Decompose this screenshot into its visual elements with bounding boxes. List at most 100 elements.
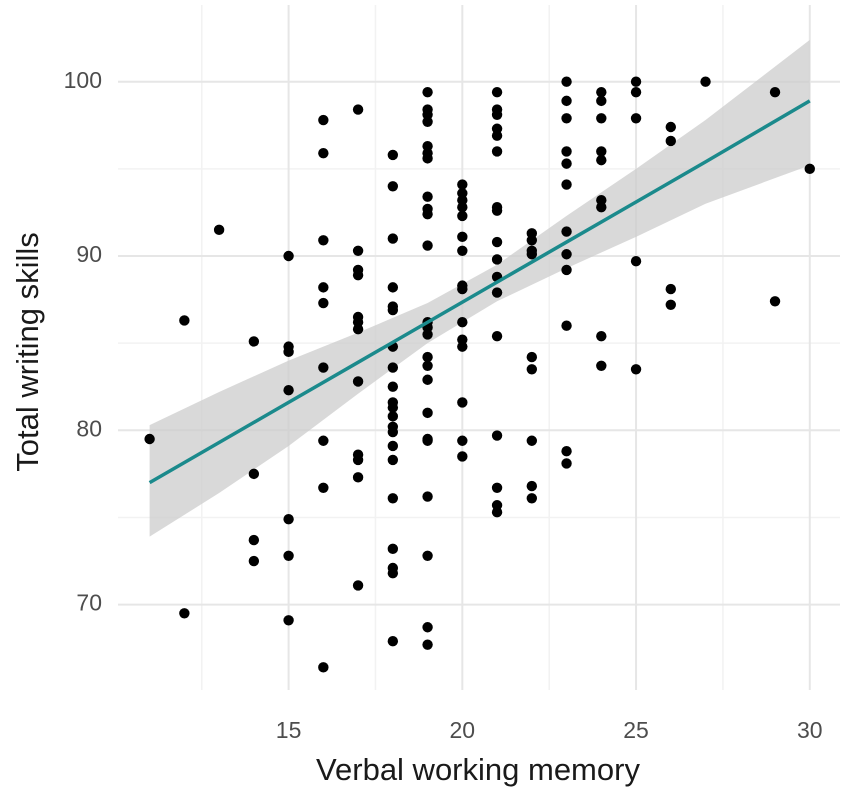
point bbox=[387, 381, 399, 392]
point bbox=[561, 146, 572, 157]
point bbox=[318, 114, 329, 126]
point bbox=[422, 374, 433, 385]
point bbox=[561, 226, 572, 237]
point bbox=[179, 608, 190, 619]
point bbox=[422, 491, 433, 502]
point bbox=[283, 550, 294, 561]
point bbox=[387, 493, 399, 504]
point bbox=[422, 435, 433, 446]
point bbox=[526, 249, 538, 260]
point bbox=[352, 104, 364, 115]
point bbox=[526, 480, 538, 492]
point bbox=[526, 493, 538, 504]
point bbox=[526, 435, 538, 446]
y-tick-label: 70 bbox=[76, 590, 102, 616]
x-tick-label: 15 bbox=[276, 717, 302, 743]
point bbox=[561, 264, 572, 276]
point bbox=[561, 76, 572, 87]
point bbox=[422, 407, 433, 419]
point bbox=[561, 179, 572, 190]
point bbox=[700, 76, 711, 87]
point bbox=[248, 555, 260, 567]
point bbox=[630, 256, 642, 267]
point bbox=[318, 435, 329, 446]
point bbox=[318, 362, 329, 373]
point bbox=[422, 116, 433, 127]
point bbox=[491, 146, 503, 157]
point bbox=[457, 245, 468, 256]
y-axis-title: Total writing skills bbox=[10, 232, 45, 471]
point bbox=[318, 297, 329, 309]
point bbox=[248, 336, 260, 347]
point bbox=[387, 282, 399, 293]
confidence-band bbox=[149, 39, 810, 537]
point bbox=[561, 95, 572, 107]
point bbox=[491, 236, 503, 248]
point bbox=[387, 426, 399, 438]
point bbox=[526, 364, 538, 375]
point bbox=[596, 201, 607, 213]
point bbox=[318, 235, 329, 246]
point bbox=[387, 402, 399, 413]
point bbox=[387, 411, 399, 422]
point bbox=[352, 580, 364, 591]
point bbox=[561, 458, 572, 469]
point bbox=[457, 451, 468, 462]
point bbox=[422, 360, 433, 372]
point bbox=[665, 135, 676, 147]
point bbox=[352, 323, 364, 335]
point bbox=[596, 330, 607, 342]
point bbox=[283, 513, 294, 525]
point bbox=[491, 205, 503, 216]
point bbox=[491, 507, 503, 518]
point bbox=[387, 149, 399, 161]
point bbox=[457, 201, 468, 213]
point bbox=[387, 362, 399, 373]
point bbox=[526, 351, 538, 363]
x-tick-label: 30 bbox=[797, 717, 823, 743]
point bbox=[491, 109, 503, 121]
point bbox=[665, 283, 676, 295]
point bbox=[422, 351, 433, 363]
point bbox=[179, 315, 190, 326]
point bbox=[422, 153, 433, 164]
point bbox=[769, 296, 781, 307]
point bbox=[144, 433, 155, 445]
point bbox=[283, 250, 294, 262]
point bbox=[213, 224, 225, 236]
point bbox=[665, 299, 676, 310]
point bbox=[457, 341, 468, 352]
x-axis-title: Verbal working memory bbox=[316, 752, 640, 787]
y-tick-label: 80 bbox=[76, 415, 102, 441]
point bbox=[561, 113, 572, 124]
x-tick-label: 25 bbox=[623, 717, 649, 743]
point bbox=[630, 76, 642, 87]
point bbox=[387, 635, 399, 647]
point bbox=[804, 163, 815, 175]
point bbox=[318, 147, 329, 159]
point bbox=[491, 330, 503, 342]
fit-line bbox=[148, 99, 811, 485]
point bbox=[596, 360, 607, 372]
point bbox=[387, 304, 399, 316]
point bbox=[248, 534, 260, 546]
point bbox=[457, 210, 468, 222]
point bbox=[561, 320, 572, 331]
point bbox=[491, 86, 503, 98]
point bbox=[352, 472, 364, 483]
point bbox=[457, 179, 468, 190]
point bbox=[422, 550, 433, 561]
point bbox=[457, 283, 468, 295]
point bbox=[561, 249, 572, 260]
point bbox=[526, 235, 538, 246]
point bbox=[248, 468, 260, 480]
point bbox=[630, 113, 642, 124]
point bbox=[561, 446, 572, 457]
y-tick-label: 90 bbox=[76, 241, 102, 267]
point bbox=[491, 482, 503, 494]
point bbox=[283, 346, 294, 358]
point bbox=[491, 287, 503, 298]
point bbox=[318, 282, 329, 293]
point bbox=[422, 208, 433, 220]
